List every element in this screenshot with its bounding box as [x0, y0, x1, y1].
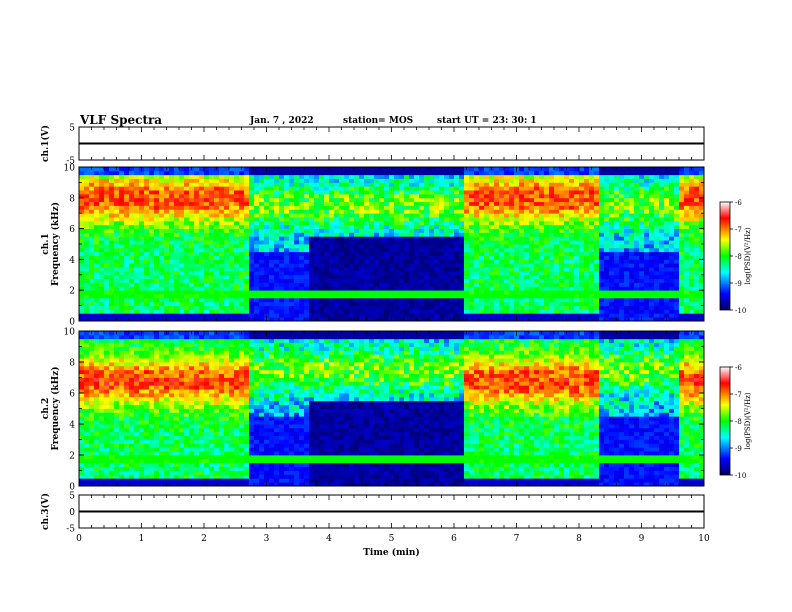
y-tick-label: 0 [69, 508, 75, 518]
panel-ch1-spectrogram: -6 -7 -8 -9 -10 log(PSD)(V²/Hz) 0 2 4 6 8 10 ch.1 Fre… [41, 164, 752, 328]
x-tick-label: 4 [326, 534, 332, 544]
colorbar-tick-label: -6 [735, 199, 742, 207]
colorbar-label: log(PSD)(V²/Hz) [744, 227, 752, 284]
y-axis-label: ch.2 [41, 398, 51, 419]
start-time-label: start UT = 23: 30: 1 [437, 116, 537, 126]
chart-title: VLF Spectra [80, 113, 163, 127]
spectrogram-image [79, 331, 705, 487]
x-tick-label: 7 [514, 534, 520, 544]
y-tick-label: 0 [69, 483, 75, 493]
colorbar-tick-label: -8 [735, 253, 742, 261]
colorbar [719, 201, 731, 311]
x-tick-label: 8 [576, 534, 582, 544]
y-tick-label: 5 [69, 492, 75, 502]
spectrogram-image [79, 167, 705, 322]
colorbar-label: log(PSD)(V²/Hz) [744, 392, 752, 449]
y-tick-label: -5 [66, 525, 75, 535]
y-axis-label: ch.1(V) [40, 125, 51, 162]
station-label: station= MOS [343, 116, 414, 126]
colorbar [719, 366, 731, 476]
colorbar-tick-label: -9 [735, 280, 742, 288]
y-tick-label: 0 [69, 318, 75, 328]
colorbar-tick-label: -7 [735, 226, 742, 234]
colorbar-tick-label: -10 [735, 307, 746, 315]
y-axis-label: Frequency (kHz) [50, 202, 61, 286]
y-tick-label: 10 [64, 328, 76, 338]
y-axis-label: ch.1 [41, 233, 51, 254]
x-tick-label: 5 [389, 534, 395, 544]
date-label: Jan. 7 , 2022 [250, 116, 314, 126]
y-tick-label: 4 [69, 421, 75, 431]
y-tick-label: 8 [69, 359, 75, 369]
y-tick-label: 2 [69, 452, 75, 462]
colorbar-tick-label: -7 [735, 391, 742, 399]
y-tick-label: 2 [69, 287, 75, 297]
y-axis-label: ch.3(V) [40, 493, 51, 530]
y-tick-label: 6 [69, 390, 75, 400]
y-tick-label: 4 [69, 256, 75, 266]
y-tick-label: 8 [69, 194, 75, 204]
colorbar-tick-label: -9 [735, 445, 742, 453]
x-axis-label: Time (min) [363, 547, 420, 558]
x-tick-label: 6 [451, 534, 457, 544]
y-tick-label: -5 [66, 157, 75, 167]
panel-ch2-spectrogram: -6 -7 -8 -9 -10 log(PSD)(V²/Hz) 0 2 4 6 8 10 ch.2 Fre… [41, 328, 752, 493]
y-axis-label: Frequency (kHz) [50, 366, 61, 450]
colorbar-tick-label: -8 [735, 418, 742, 426]
x-tick-label: 0 [76, 534, 82, 544]
y-tick-label: 6 [69, 225, 75, 235]
panel-ch1-waveform: 5 -5 ch.1(V) [40, 124, 705, 167]
colorbar-tick-label: -6 [735, 364, 742, 372]
x-tick-label: 1 [139, 534, 145, 544]
colorbar-tick-label: -10 [735, 472, 746, 480]
y-tick-label: 5 [69, 124, 75, 134]
y-tick-label: 10 [64, 164, 76, 174]
x-tick-label: 3 [264, 534, 270, 544]
x-tick-label: 10 [698, 534, 710, 544]
x-tick-label: 2 [201, 534, 207, 544]
x-tick-label: 9 [639, 534, 645, 544]
